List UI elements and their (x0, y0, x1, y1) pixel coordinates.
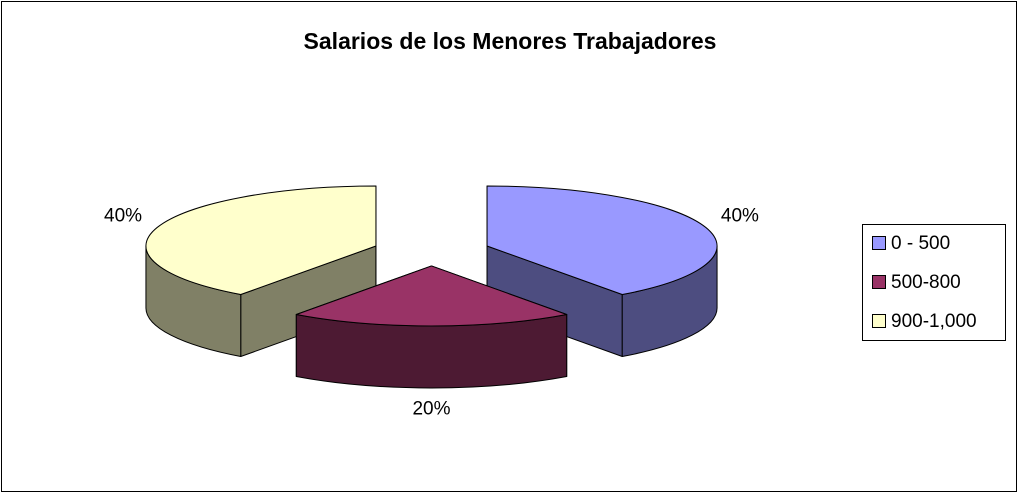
data-label: 40% (721, 206, 759, 227)
chart-title: Salarios de los Menores Trabajadores (304, 28, 717, 54)
legend-swatch (872, 275, 886, 289)
legend-label: 500-800 (891, 272, 961, 293)
slice (145, 185, 377, 296)
data-label: 40% (104, 206, 142, 227)
legend-swatch (872, 236, 886, 250)
legend-box (862, 224, 1006, 341)
legend-label: 0 - 500 (891, 233, 950, 254)
slice (295, 265, 568, 327)
data-label: 20% (412, 398, 450, 419)
slice (486, 185, 718, 296)
legend-swatch (872, 314, 886, 328)
legend-label: 900-1,000 (891, 311, 977, 332)
